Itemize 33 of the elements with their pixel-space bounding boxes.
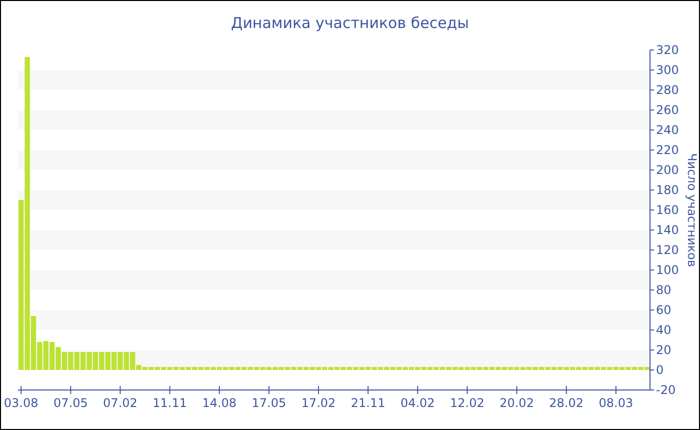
x-tick-label: 21.11 — [350, 396, 386, 410]
x-tick-label: 17.05 — [252, 396, 286, 410]
x-tick-label: 28.02 — [549, 396, 584, 410]
y-tick-label: 20 — [656, 343, 672, 358]
y-tick-label: 220 — [656, 143, 679, 158]
x-tick-label: 07.05 — [53, 396, 88, 410]
y-tick-label: 140 — [656, 223, 679, 238]
y-tick-label: 100 — [656, 263, 679, 278]
x-tick-label: 14.08 — [202, 396, 237, 410]
y-tick-label: 260 — [656, 103, 679, 118]
x-tick-label: 11.11 — [152, 396, 187, 410]
y-tick-label: 40 — [656, 323, 672, 338]
x-tick-label: 20.02 — [500, 396, 534, 410]
y-tick-label: 240 — [656, 123, 679, 138]
y-tick-label: 80 — [656, 283, 672, 298]
y-tick-label: 280 — [656, 83, 679, 98]
y-tick-label: 300 — [656, 63, 679, 78]
x-tick-label: 07.02 — [103, 396, 138, 410]
y-tick-label: 0 — [656, 363, 664, 378]
y-tick-label: 180 — [656, 183, 679, 198]
x-tick-label: 03.08 — [4, 396, 38, 410]
y-tick-label: 200 — [656, 163, 679, 178]
y-tick-label: 320 — [656, 43, 679, 58]
y-axis-title: Число участников — [685, 153, 699, 267]
x-tick-label: 12.02 — [450, 396, 484, 410]
x-tick-label: 08.03 — [598, 396, 634, 410]
x-tick-label: 04.02 — [400, 396, 435, 410]
y-tick-label: -20 — [656, 383, 676, 398]
chart-title: Динамика участников беседы — [230, 14, 470, 32]
x-tick-label: 17.02 — [301, 396, 336, 410]
y-tick-label: 160 — [656, 203, 679, 218]
y-tick-label: 60 — [656, 303, 672, 318]
y-tick-label: 120 — [656, 243, 679, 258]
